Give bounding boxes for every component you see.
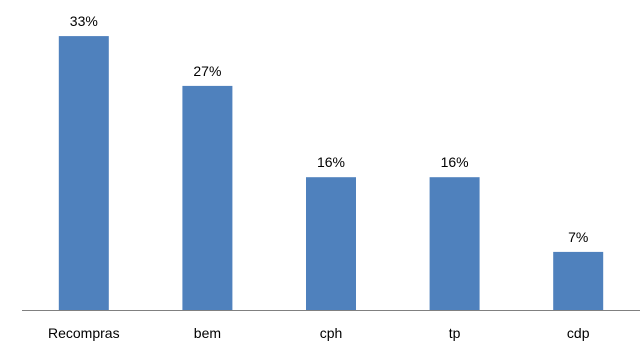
x-tick-label-recompras: Recompras <box>48 325 120 341</box>
x-tick-label-bem: bem <box>194 325 221 341</box>
bar-recompras <box>58 36 109 310</box>
bar-bem <box>182 85 233 311</box>
x-tick-label-cph: cph <box>320 325 343 341</box>
data-label-tp: 16% <box>441 154 469 170</box>
bar-tp <box>429 177 480 310</box>
data-label-cph: 16% <box>317 154 345 170</box>
data-labels-layer: 33% 27% 16% 16% 7% <box>70 13 589 245</box>
bar-cph <box>306 177 356 310</box>
x-tick-label-cdp: cdp <box>567 325 590 341</box>
data-label-cdp: 7% <box>568 229 588 245</box>
data-label-bem: 27% <box>193 63 221 79</box>
bar-cdp <box>553 251 604 310</box>
x-tick-label-tp: tp <box>449 325 461 341</box>
data-label-recompras: 33% <box>70 13 98 29</box>
x-tick-labels-layer: Recompras bem cph tp cdp <box>48 325 590 341</box>
bars-layer <box>58 36 604 311</box>
